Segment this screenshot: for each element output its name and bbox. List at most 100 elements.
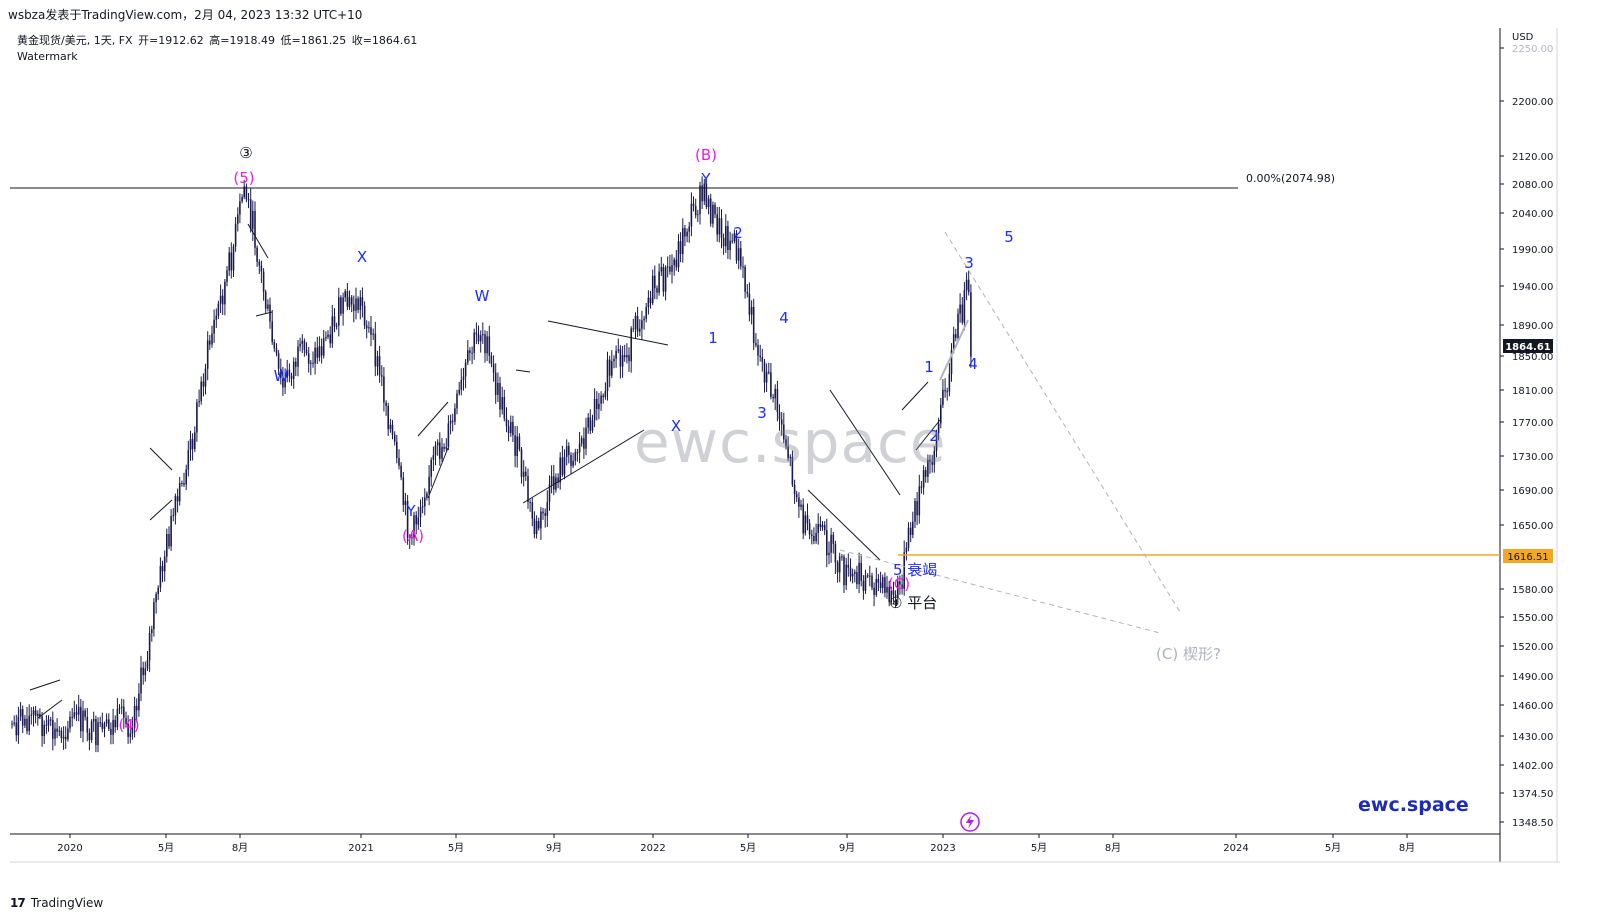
candle-body xyxy=(924,470,927,477)
candle-body xyxy=(11,723,13,725)
channel-line-8[interactable] xyxy=(427,447,449,499)
wedge-upper-line[interactable] xyxy=(829,389,901,496)
wave-label-i4[interactable]: 4 xyxy=(968,355,978,373)
wave-label-c3[interactable]: 3 xyxy=(757,404,767,422)
events-lightning-icon[interactable] xyxy=(960,812,980,832)
candle-body xyxy=(770,372,772,397)
candle-body xyxy=(897,581,899,598)
wave-label-4-paren[interactable]: (4) xyxy=(118,716,139,734)
wave-label-i2[interactable]: 2 xyxy=(929,427,939,445)
candle-body xyxy=(731,240,733,242)
candle-body xyxy=(866,575,869,577)
candle-body xyxy=(436,442,439,446)
channel-line-1[interactable] xyxy=(29,679,61,691)
footer-brand[interactable]: 17 TradingView xyxy=(10,896,103,910)
wave-label-c-paren[interactable]: (C) xyxy=(888,575,910,593)
candle-body xyxy=(533,518,536,534)
candle-body xyxy=(583,438,585,449)
wave-label-c1[interactable]: 1 xyxy=(708,329,718,347)
channel-line-5[interactable] xyxy=(247,223,269,259)
projection-upper-line[interactable] xyxy=(944,231,1181,613)
channel-line-6[interactable] xyxy=(255,311,273,317)
wave-label-w2[interactable]: W xyxy=(475,287,490,305)
wave-label-c5-exhaustion[interactable]: 5 衰竭 xyxy=(893,561,937,579)
candle-body xyxy=(449,420,452,424)
candle-body xyxy=(634,315,637,330)
candle-body xyxy=(697,214,699,216)
candle-body xyxy=(787,446,789,459)
wave-label-x2[interactable]: X xyxy=(671,417,681,435)
wave-label-c2[interactable]: 2 xyxy=(733,224,743,242)
candle-body xyxy=(884,577,886,593)
candle-body xyxy=(213,319,215,334)
triangle-lower-line[interactable] xyxy=(522,429,645,504)
triangle-upper-line[interactable] xyxy=(547,320,669,346)
wave-label-i5[interactable]: 5 xyxy=(1004,228,1014,246)
candle-body xyxy=(714,204,716,215)
candle-body xyxy=(742,266,744,268)
price-scale[interactable]: 2250.00 2200.00 2120.00 2080.00 2040.00 1990.… xyxy=(1500,44,1553,829)
channel-line-7[interactable] xyxy=(417,401,449,437)
candle-body xyxy=(350,297,353,305)
wave-label-4-circle-flat[interactable]: ④ 平台 xyxy=(889,594,937,612)
candle-body xyxy=(254,210,256,248)
wave-label-5-paren[interactable]: (5) xyxy=(233,169,254,187)
candle-body xyxy=(819,524,822,528)
candle-body xyxy=(71,716,73,718)
channel-line-10[interactable] xyxy=(901,381,929,411)
wave-label-a-paren[interactable]: (A) xyxy=(402,527,424,545)
wave-label-i1[interactable]: 1 xyxy=(924,358,934,376)
candle-body xyxy=(619,349,622,367)
candle-body xyxy=(669,266,671,272)
candle-body xyxy=(312,362,314,364)
wave-label-i3[interactable]: 3 xyxy=(964,254,974,272)
candle-body xyxy=(181,483,183,484)
wave-label-c-wedge[interactable]: (C) 楔形? xyxy=(1156,645,1221,663)
candle-body xyxy=(24,718,26,726)
time-tick-label: 2023 xyxy=(930,843,955,854)
candle-body xyxy=(424,497,426,507)
candle-body xyxy=(88,732,91,741)
candle-body xyxy=(458,389,460,394)
wave-label-c4[interactable]: 4 xyxy=(779,309,789,327)
candle-body xyxy=(729,240,731,250)
candle-body xyxy=(176,496,179,502)
candle-body xyxy=(45,724,48,726)
candle-body xyxy=(17,716,20,736)
candle-body xyxy=(651,275,654,303)
candle-body xyxy=(677,241,680,268)
candle-body xyxy=(641,320,643,329)
wave-label-3-circle[interactable]: ③ xyxy=(239,144,252,162)
channel-line-11[interactable] xyxy=(915,419,941,451)
wedge-lower-line[interactable] xyxy=(807,489,881,561)
candle-body xyxy=(37,713,39,716)
candle-body xyxy=(348,297,351,307)
candle-body xyxy=(725,226,727,247)
channel-line-2[interactable] xyxy=(37,699,63,719)
wave-connector-line[interactable] xyxy=(939,319,969,381)
candle-body xyxy=(684,228,686,237)
watermark-indicator-label[interactable]: Watermark xyxy=(17,50,78,63)
wave-label-y2[interactable]: Y xyxy=(700,170,711,188)
symbol-name[interactable]: 黄金现货/美元, 1天, FX xyxy=(17,34,133,47)
projection-lower-line[interactable] xyxy=(839,549,1161,634)
candle-body xyxy=(699,185,701,215)
candle-body xyxy=(346,291,349,307)
time-scale[interactable]: 2020 5月 8月 2021 5月 9月 2022 5月 9月 2023 5月 8月 2024 5月 8月 xyxy=(57,834,1415,854)
time-tick-label: 8月 xyxy=(232,842,248,854)
candle-body xyxy=(572,460,574,466)
wave-label-b-paren[interactable]: (B) xyxy=(695,146,717,164)
wave-label-w1[interactable]: W xyxy=(274,367,289,385)
candle-body xyxy=(733,233,736,241)
candle-body xyxy=(451,420,454,422)
wave-label-x1[interactable]: X xyxy=(357,248,367,266)
channel-line-9[interactable] xyxy=(515,369,531,373)
candle-body xyxy=(559,457,561,483)
candle-body xyxy=(365,325,368,329)
candle-body xyxy=(828,552,830,556)
wave-label-y1[interactable]: Y xyxy=(405,502,416,520)
candle-body xyxy=(722,237,725,247)
channel-line-3[interactable] xyxy=(149,447,173,471)
channel-line-4[interactable] xyxy=(149,499,173,521)
